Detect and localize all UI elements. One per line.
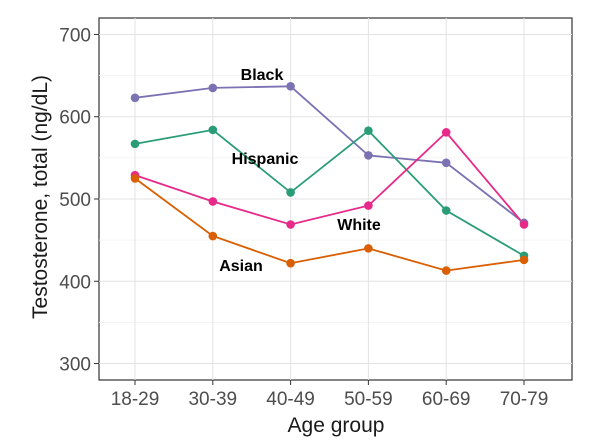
x-tick-label: 30-39	[188, 389, 237, 410]
data-point-asian	[519, 255, 529, 265]
x-tick-label: 70-79	[500, 389, 549, 410]
series-label-white: White	[337, 217, 381, 234]
data-point-black	[441, 158, 451, 168]
data-point-white	[441, 128, 451, 137]
data-point-hispanic	[130, 139, 140, 149]
data-point-black	[364, 151, 373, 160]
series-label-black: Black	[241, 67, 284, 84]
grid	[99, 18, 572, 380]
series-label-asian: Asian	[219, 258, 263, 275]
x-tick-label: 50-59	[344, 389, 393, 410]
series-labels: Black Hispanic White Asian	[219, 67, 381, 275]
x-tick-label: 18-29	[111, 389, 160, 410]
data-point-hispanic	[441, 206, 451, 215]
series-label-hispanic: Hispanic	[232, 151, 299, 168]
x-axis-title: Age group	[288, 414, 385, 437]
data-point-white	[208, 197, 218, 206]
y-axis-title: Testosterone, total (ng/dL)	[29, 75, 52, 319]
x-tick-label: 40-49	[266, 389, 315, 410]
y-tick-label: 300	[59, 355, 91, 376]
data-point-asian	[441, 266, 451, 275]
y-tick-label: 600	[59, 108, 91, 129]
data-point-black	[130, 93, 140, 103]
series-line-white	[134, 131, 525, 226]
y-tick-label: 700	[59, 25, 91, 46]
series-line-black	[134, 85, 525, 224]
series-points	[130, 81, 529, 275]
series-line-hispanic	[134, 128, 525, 257]
tick-labels: 300 400 500 600 700 18-29 30-39 40-49 50-59 60-69…	[59, 25, 548, 410]
x-tick-label: 60-69	[422, 389, 471, 410]
data-point-hispanic	[286, 188, 295, 197]
data-point-black	[208, 83, 218, 93]
data-point-hispanic	[364, 126, 373, 136]
data-point-white	[364, 201, 373, 210]
data-point-white	[286, 220, 295, 229]
data-point-hispanic	[208, 125, 218, 135]
series-line-asian	[134, 177, 525, 272]
y-tick-label: 400	[59, 272, 91, 293]
data-point-asian	[130, 174, 140, 183]
data-point-asian	[286, 258, 295, 268]
data-point-asian	[208, 231, 218, 241]
series-lines	[134, 85, 525, 272]
data-point-black	[286, 81, 295, 91]
y-tick-label: 500	[59, 190, 91, 211]
data-point-asian	[364, 244, 373, 253]
data-point-white	[519, 220, 529, 229]
